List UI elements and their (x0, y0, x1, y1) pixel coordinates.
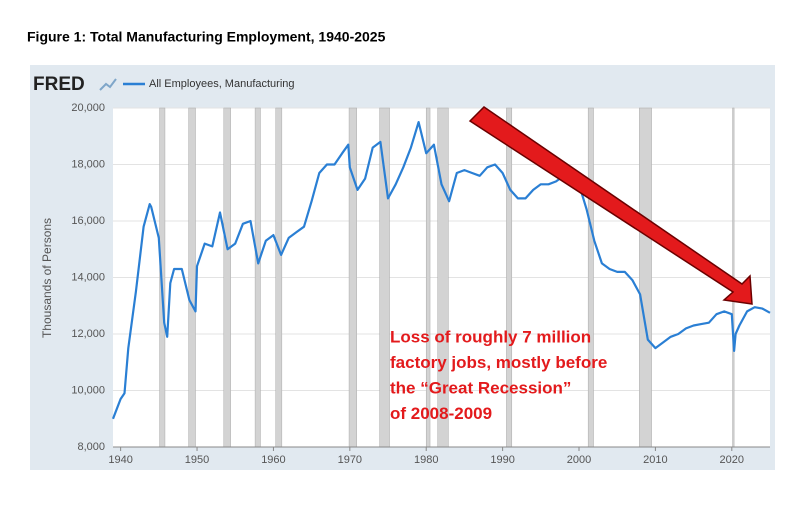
plot: 8,000 10,000 12,000 14,000 16,000 18,000 20,00… (71, 102, 771, 466)
y-axis-label: Thousands of Persons (40, 218, 54, 338)
y-tick-label: 12,000 (71, 328, 105, 340)
y-tick-label: 10,000 (71, 384, 105, 396)
recession-band (188, 107, 196, 448)
recession-band (379, 107, 390, 448)
x-tick-label: 1950 (185, 454, 209, 466)
recession-band (639, 107, 652, 448)
annotation-line: the “Great Recession” (390, 378, 571, 397)
data-line (111, 121, 771, 420)
figure-title: Figure 1: Total Manufacturing Employment… (27, 29, 386, 45)
fred-logo: FRED (33, 74, 85, 95)
x-tick-label: 1980 (414, 454, 438, 466)
y-tick-label: 14,000 (71, 271, 105, 283)
x-tick-label: 2010 (643, 454, 667, 466)
annotation: Loss of roughly 7 million factory jobs, m… (390, 327, 607, 423)
trend-arrow (468, 106, 753, 305)
y-tick-label: 16,000 (71, 215, 105, 227)
x-tick-label: 2000 (567, 454, 591, 466)
recession-band (275, 107, 283, 448)
annotation-line: Loss of roughly 7 million (390, 327, 591, 346)
fred-logo-icon (99, 78, 117, 91)
y-tick-label: 8,000 (77, 441, 105, 453)
x-tick-label: 1990 (490, 454, 514, 466)
recession-band (587, 107, 594, 448)
legend-label: All Employees, Manufacturing (149, 78, 295, 90)
recession-band (223, 107, 231, 448)
x-tick-label: 1940 (108, 454, 132, 466)
y-tick-label: 18,000 (71, 158, 105, 170)
x-tick-label: 1960 (261, 454, 285, 466)
x-tick-label: 1970 (338, 454, 362, 466)
y-tick-label: 20,000 (71, 102, 105, 114)
annotation-line: factory jobs, mostly before (390, 353, 607, 372)
recession-band (254, 107, 261, 448)
annotation-line: of 2008-2009 (390, 404, 492, 423)
x-tick-label: 2020 (720, 454, 744, 466)
